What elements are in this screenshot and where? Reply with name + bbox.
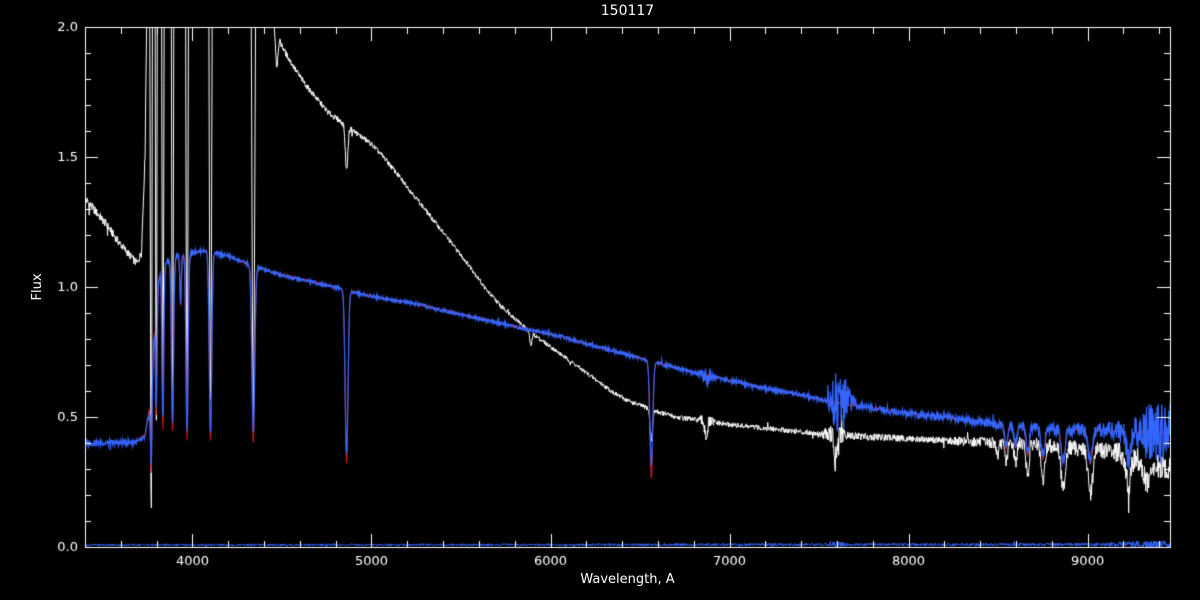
y-axis-label: Flux xyxy=(30,273,45,301)
x-axis-label: Wavelength, A xyxy=(580,572,675,587)
chart-title: 150117 xyxy=(600,3,655,19)
